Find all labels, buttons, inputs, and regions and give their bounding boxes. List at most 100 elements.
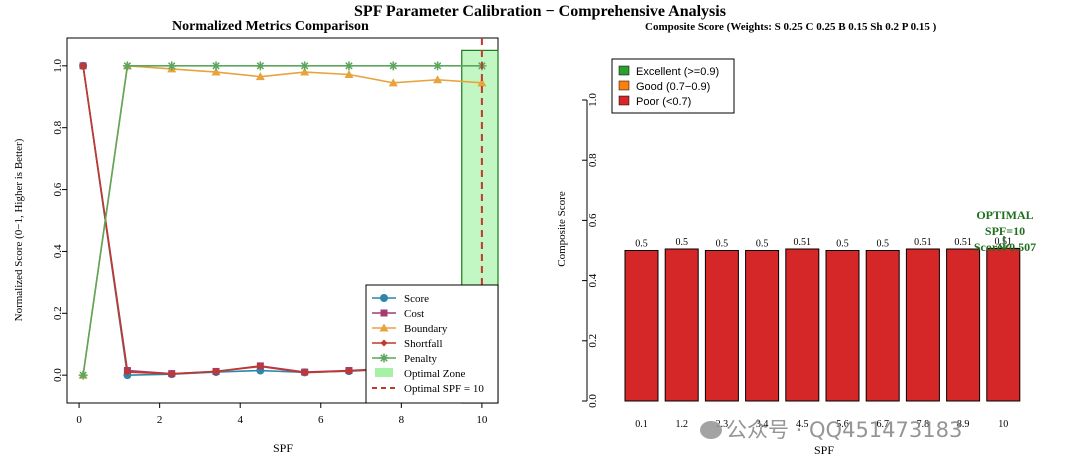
point-penalty — [344, 61, 354, 71]
legend-label-shortfall: Shortfall — [404, 338, 443, 350]
left-x-tick-label: 2 — [157, 414, 163, 426]
right-legend-box — [611, 58, 735, 114]
left-legend: Score Cost Boundary Shortfall Penalty Op… — [365, 284, 499, 404]
bar-spf-6.7 — [865, 250, 900, 402]
bar-value-label: 0.5 — [635, 239, 648, 250]
bar-value-label: 0.5 — [876, 239, 889, 250]
left-x-axis-label: SPF — [273, 441, 293, 455]
legend-label-optimal-zone: Optimal Zone — [404, 368, 466, 380]
series-line-penalty — [82, 65, 482, 376]
point-shortfall — [256, 363, 264, 370]
legend-key-marker-penalty — [379, 353, 389, 363]
right-x-tick-label: 5.6 — [836, 419, 849, 430]
annotation-arrow-head — [998, 243, 1010, 252]
point-shortfall — [168, 370, 176, 378]
right-y-axis-label: Composite Score — [556, 191, 568, 267]
left-x-tick-label: 6 — [318, 414, 324, 426]
point-penalty — [388, 61, 398, 71]
right-x-tick-label: 4.5 — [796, 419, 809, 430]
right-y-tick-label: 0.4 — [587, 273, 599, 287]
annotation-line-spf: SPF=10 — [985, 224, 1025, 238]
left-y-axis-label: Normalized Score (0−1, Higher is Better) — [13, 138, 25, 321]
legend-key-marker-boundary — [379, 323, 389, 332]
wechat-icon — [700, 421, 722, 439]
point-shortfall — [123, 368, 131, 376]
series-line-boundary — [82, 64, 482, 376]
left-chart-title: Normalized Metrics Comparison — [172, 19, 369, 34]
left-y-tick-label: 0.2 — [52, 306, 64, 320]
right-x-tick-label: 8.9 — [957, 419, 970, 430]
bar-value-label: 0.51 — [954, 237, 972, 248]
point-shortfall — [301, 369, 309, 377]
point-boundary — [211, 67, 221, 76]
point-boundary — [300, 67, 310, 76]
bar-value-label: 0.5 — [716, 239, 729, 250]
legend-swatch-poor — [618, 95, 630, 106]
point-penalty — [255, 61, 265, 71]
right-chart-title: Composite Score (Weights: S 0.25 C 0.25 … — [645, 21, 937, 33]
watermark: 公众号 · QQ451473183 — [700, 414, 962, 444]
right-y-tick-label: 1.0 — [587, 93, 599, 107]
bar-value-label: 0.5 — [756, 239, 769, 250]
bar-spf-5.6 — [825, 250, 860, 402]
right-x-tick-label: 2.3 — [716, 419, 729, 430]
point-penalty — [433, 61, 443, 71]
point-penalty — [211, 61, 221, 71]
legend-key-optimal-zone — [375, 368, 393, 377]
legend-swatch-good — [618, 80, 630, 91]
point-penalty — [167, 61, 177, 71]
right-x-tick-label: 0.1 — [635, 419, 648, 430]
legend-key-marker-shortfall — [380, 339, 388, 347]
point-shortfall — [345, 367, 353, 375]
bar-spf-8.9 — [946, 248, 981, 402]
metrics-line-chart: 0.0 0.2 0.4 0.6 0.8 1.0 0 2 4 6 8 10 SPF Normalized… — [13, 37, 499, 455]
optimal-annotation: OPTIMAL SPF=10 Score=0.507 — [974, 208, 1036, 254]
point-penalty — [78, 370, 88, 380]
bar-spf-1.2 — [664, 248, 699, 402]
watermark-text: 公众号 · QQ451473183 — [726, 418, 963, 442]
left-x-tick-label: 0 — [76, 414, 82, 426]
point-shortfall — [79, 62, 87, 70]
legend-label-excellent: Excellent (>=0.9) — [636, 66, 719, 78]
left-y-tick-label: 1.0 — [52, 58, 64, 72]
bar-spf-10 — [986, 247, 1021, 402]
left-x-tick-label: 8 — [399, 414, 405, 426]
left-y-tick-label: 0.4 — [52, 244, 64, 258]
right-y-tick-label: 0.8 — [587, 153, 599, 167]
bar-value-label: 0.5 — [675, 237, 688, 248]
legend-label-boundary: Boundary — [404, 323, 448, 335]
legend-swatch-excellent — [618, 65, 630, 76]
legend-label-cost: Cost — [404, 308, 424, 320]
point-penalty — [122, 61, 132, 71]
bar-value-label: 0.51 — [794, 237, 812, 248]
point-boundary — [255, 72, 265, 81]
left-y-tick-label: 0.6 — [52, 182, 64, 196]
right-x-tick-label: 10 — [998, 419, 1008, 430]
right-x-tick-label: 1.2 — [675, 419, 688, 430]
bar-spf-2.3 — [704, 250, 739, 402]
right-y-tick-label: 0.0 — [587, 394, 599, 408]
right-x-tick-label: 7.8 — [917, 419, 930, 430]
right-x-tick-label: 6.7 — [876, 419, 889, 430]
left-y-tick-label: 0.8 — [52, 120, 64, 134]
bar-spf-7.8 — [905, 248, 940, 402]
bar-spf-4.5 — [785, 248, 820, 402]
bar-value-label: 0.5 — [836, 239, 849, 250]
legend-label-good: Good (0.7−0.9) — [636, 81, 710, 93]
point-boundary — [344, 70, 354, 78]
legend-key-marker-score — [380, 294, 388, 302]
right-x-tick-label: 3.4 — [756, 419, 769, 430]
legend-label-penalty: Penalty — [404, 353, 437, 365]
point-boundary — [477, 78, 487, 87]
annotation-line-optimal: OPTIMAL — [976, 208, 1033, 222]
point-penalty — [300, 61, 310, 71]
legend-key-marker-cost — [380, 309, 388, 317]
right-x-axis-label: SPF — [814, 443, 834, 457]
left-x-tick-label: 4 — [237, 414, 243, 426]
point-boundary — [388, 78, 398, 87]
bar-value-label: 0.51 — [914, 237, 932, 248]
point-shortfall — [212, 367, 220, 375]
bar-spf-0.1 — [624, 250, 659, 402]
right-legend: Excellent (>=0.9) Good (0.7−0.9) Poor (<… — [611, 58, 735, 114]
